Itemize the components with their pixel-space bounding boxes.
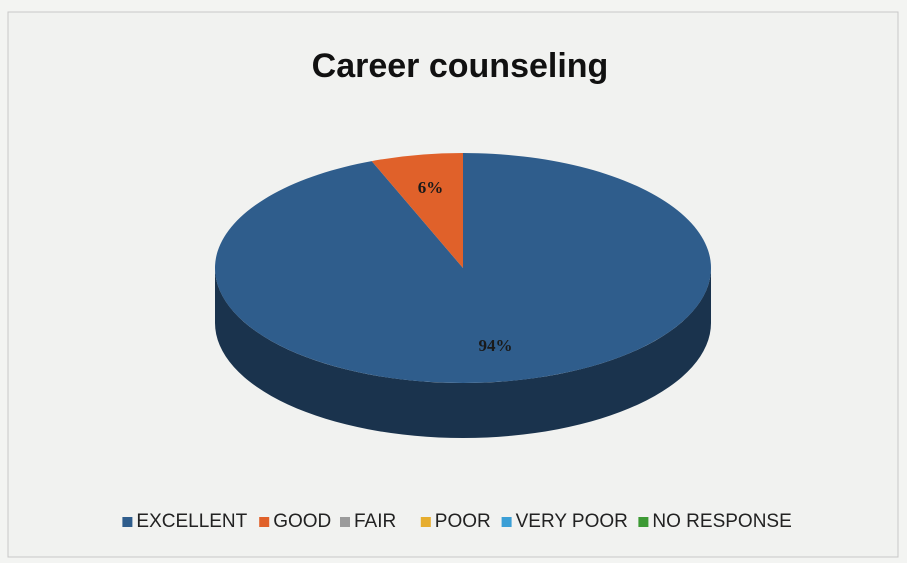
legend-swatch xyxy=(340,517,350,527)
legend-label: VERY POOR xyxy=(516,511,628,532)
legend-label: POOR xyxy=(435,511,491,532)
chart-title: Career counseling xyxy=(312,47,609,85)
legend-swatch xyxy=(501,517,512,527)
pie-side xyxy=(215,268,711,438)
pie-slice xyxy=(371,153,463,268)
legend-swatch xyxy=(638,517,649,527)
pie-slice xyxy=(214,153,711,384)
legend-swatch xyxy=(259,517,270,527)
legend-label: GOOD xyxy=(273,511,331,532)
data-label: 6% xyxy=(418,178,444,197)
legend-label: FAIR xyxy=(354,511,396,532)
legend-label: NO RESPONSE xyxy=(652,511,791,532)
legend-label: EXCELLENT xyxy=(136,511,247,532)
data-label: 94% xyxy=(479,336,513,355)
legend-swatch xyxy=(420,517,431,527)
legend-swatch xyxy=(122,517,133,527)
